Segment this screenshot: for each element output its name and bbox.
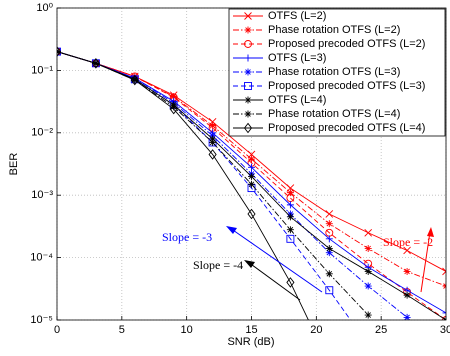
marker — [170, 93, 178, 101]
marker — [130, 74, 139, 86]
y-tick-label: 10⁻² — [31, 127, 53, 139]
series-line — [57, 51, 446, 320]
marker — [286, 213, 294, 221]
annotation-text: Slope = -3 — [162, 230, 212, 244]
marker — [244, 96, 252, 104]
x-tick-label: 0 — [54, 324, 60, 336]
marker — [403, 246, 411, 255]
marker — [244, 110, 252, 118]
y-tick-label: 10⁻³ — [31, 189, 53, 201]
legend-label: Phase rotation OTFS (L=2) — [268, 24, 400, 36]
marker — [442, 309, 446, 317]
marker — [57, 46, 62, 57]
marker — [325, 249, 333, 257]
marker — [442, 267, 446, 276]
marker — [247, 208, 256, 220]
marker — [208, 149, 217, 160]
y-tick-label: 10⁻⁴ — [30, 252, 53, 264]
annotation-red: Slope = -2 — [383, 227, 434, 293]
legend-label: Phase rotation OTFS (L=4) — [268, 108, 400, 120]
marker — [170, 103, 178, 111]
marker — [244, 12, 252, 20]
marker — [364, 311, 372, 319]
marker — [248, 172, 255, 180]
marker — [325, 270, 333, 278]
marker — [325, 286, 334, 295]
marker — [364, 244, 372, 252]
series-line — [57, 51, 309, 320]
x-tick-label: 20 — [310, 324, 322, 336]
y-axis-label: BER — [8, 153, 20, 176]
marker — [286, 201, 294, 209]
marker — [91, 58, 100, 69]
legend-label: OTFS (L=2) — [268, 10, 326, 22]
legend-label: Phase rotation OTFS (L=3) — [268, 66, 400, 78]
legend-label: OTFS (L=3) — [268, 52, 326, 64]
marker — [403, 291, 411, 299]
marker — [325, 220, 333, 228]
arrow-head — [244, 260, 255, 268]
marker — [325, 244, 333, 252]
marker — [248, 180, 255, 188]
legend-label: Proposed precoded OTFS (L=3) — [268, 80, 425, 92]
marker — [209, 135, 217, 143]
legend-label: Proposed precoded OTFS (L=4) — [268, 122, 425, 134]
marker — [286, 189, 294, 197]
annotation-black: Slope = -4 — [193, 258, 301, 301]
marker — [244, 68, 252, 76]
y-tick-label: 10⁰ — [36, 2, 53, 14]
marker — [286, 277, 295, 288]
legend-label: OTFS (L=4) — [268, 94, 326, 106]
marker — [364, 267, 372, 275]
marker — [403, 313, 411, 320]
legend-box — [228, 8, 446, 137]
marker — [243, 122, 253, 134]
legend-label: Proposed precoded OTFS (L=2) — [268, 38, 425, 50]
legend: OTFS (L=2) Phase rotation OTFS (L=2) Propo… — [228, 8, 446, 137]
x-tick-label: 10 — [181, 324, 193, 336]
marker — [364, 228, 373, 237]
arrow-head — [427, 227, 434, 237]
marker — [244, 82, 252, 90]
y-tick-label: 10⁻¹ — [31, 64, 53, 76]
annotation-text: Slope = -4 — [193, 258, 243, 272]
marker — [325, 210, 334, 218]
x-tick-label: 15 — [245, 324, 257, 336]
arrow-head — [226, 226, 237, 234]
series-line — [57, 51, 408, 318]
x-tick-label: 5 — [119, 324, 125, 336]
marker — [169, 103, 178, 115]
annotation-arrow — [420, 231, 431, 293]
x-tick-label: 30 — [440, 324, 450, 336]
marker — [244, 54, 252, 62]
marker — [244, 26, 252, 34]
marker — [365, 341, 372, 348]
series-group — [57, 46, 446, 348]
x-axis-label: SNR (dB) — [227, 336, 274, 348]
marker — [286, 226, 294, 234]
marker — [325, 235, 333, 243]
marker — [209, 138, 217, 146]
marker — [403, 267, 411, 275]
y-tick-label: 10⁻⁵ — [30, 314, 53, 326]
marker — [208, 117, 217, 126]
marker — [364, 282, 372, 290]
marker — [244, 40, 252, 48]
marker — [248, 163, 255, 171]
annotation-blue: Slope = -3 — [162, 226, 323, 293]
annotation-arrow — [247, 261, 301, 301]
marker — [209, 122, 217, 130]
annotation-arrow — [229, 227, 323, 293]
marker — [286, 234, 295, 243]
annotation-text: Slope = -2 — [383, 235, 433, 249]
x-tick-label: 25 — [375, 324, 387, 336]
series-line — [57, 51, 446, 287]
